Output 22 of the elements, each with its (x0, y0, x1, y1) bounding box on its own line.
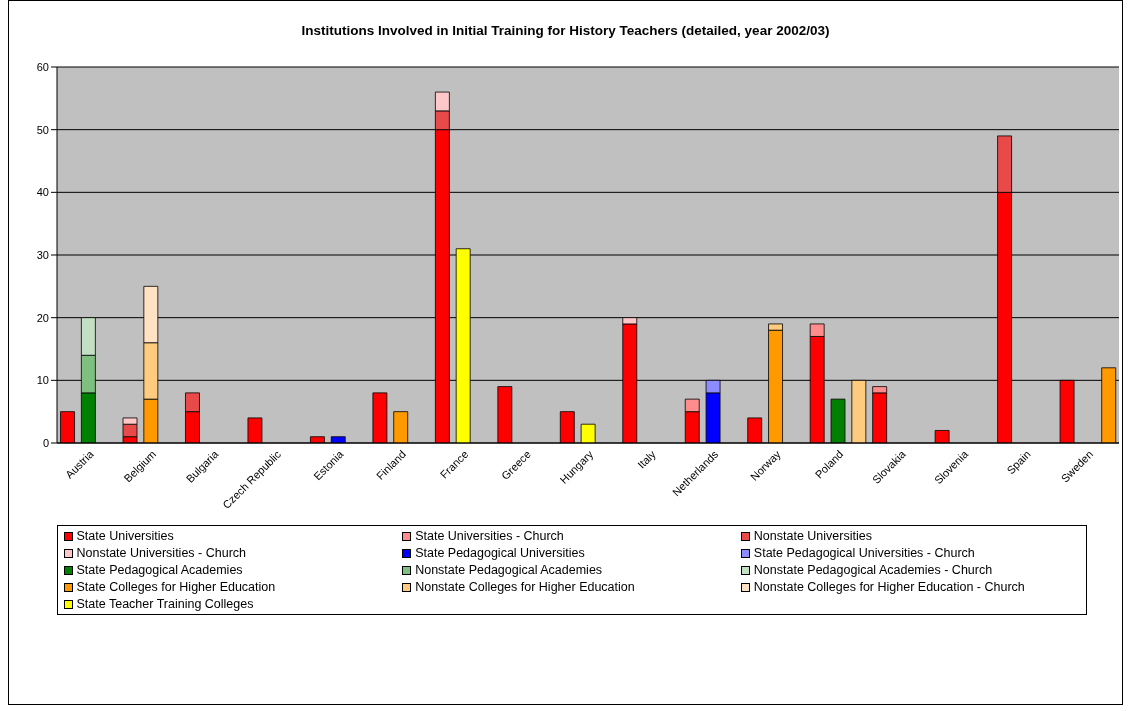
y-tick-label: 50 (36, 123, 49, 136)
legend-label: State Universities - Church (414, 529, 565, 543)
legend-label: Nonstate Pedagogical Academies (414, 563, 604, 577)
legend-label: Nonstate Colleges for Higher Education - Church (752, 580, 1026, 594)
legend-label: State Pedagogical Academies (75, 563, 244, 577)
y-tick-label: 60 (36, 60, 49, 73)
y-tick-label: 10 (36, 374, 49, 387)
y-tick-label: 30 (36, 248, 49, 261)
x-tick-label: Italy (635, 447, 659, 471)
legend-label: State Colleges for Higher Education (75, 580, 277, 594)
legend-label: Nonstate Colleges for Higher Education (414, 580, 636, 594)
y-tick-label: 20 (36, 311, 49, 324)
legend-label: State Teacher Training Colleges (75, 597, 255, 611)
legend-label: Nonstate Universities - Church (75, 546, 247, 560)
chart-title: Institutions Involved in Initial Training for History Teachers (detailed, year 2002/03) (300, 23, 831, 40)
legend-label: State Pedagogical Universities (414, 546, 586, 560)
legend-label: Nonstate Universities (752, 529, 873, 543)
y-tick-label: 40 (36, 186, 49, 199)
legend-label: Nonstate Pedagogical Academies - Church (752, 563, 994, 577)
legend-label: State Universities (75, 529, 175, 543)
legend-label: State Pedagogical Universities - Church (752, 546, 976, 560)
y-tick-label: 0 (42, 436, 49, 449)
